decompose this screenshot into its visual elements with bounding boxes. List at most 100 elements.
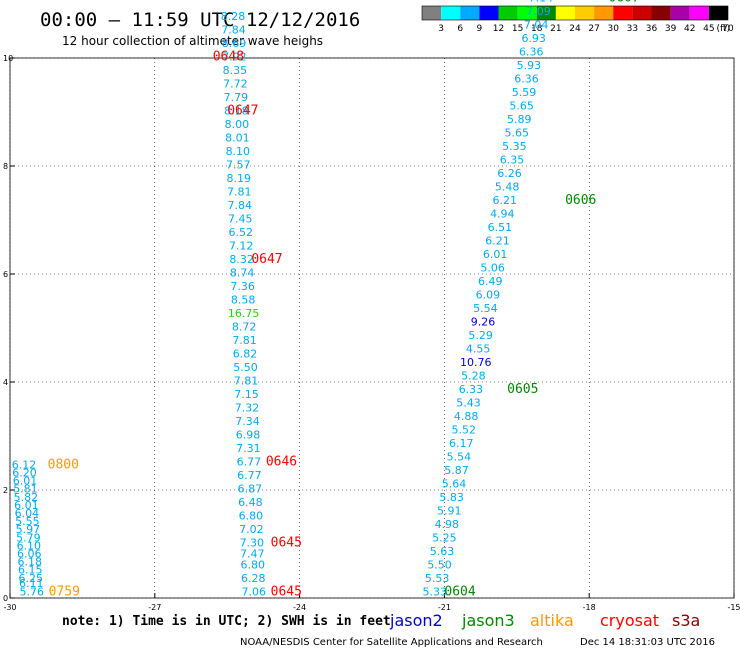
swh-value: 6.98 xyxy=(236,429,261,442)
x-tick-label: -27 xyxy=(148,603,161,612)
swh-value: 6.04 xyxy=(15,507,40,520)
swh-value: 6.48 xyxy=(238,496,263,509)
swh-value: 5.29 xyxy=(468,329,493,342)
swh-value: 8.00 xyxy=(225,118,250,131)
swh-value: 8.10 xyxy=(226,145,251,158)
plot-frame xyxy=(9,57,735,599)
swh-value: 10.76 xyxy=(460,356,492,369)
swh-value: 6.33 xyxy=(459,383,484,396)
swh-value: 7.32 xyxy=(235,402,260,415)
swh-value: 8.01 xyxy=(225,132,250,145)
color-scale-swatch xyxy=(594,6,614,20)
swh-value: 5.97 xyxy=(16,523,41,536)
pass-time-label: 0647 xyxy=(251,252,282,267)
swh-value: 5.89 xyxy=(507,113,532,126)
swh-value: 5.63 xyxy=(430,545,455,558)
swh-value: 6.20 xyxy=(12,467,37,480)
pass-time-label: 0605 xyxy=(507,382,538,397)
swh-value: 6.01 xyxy=(14,499,39,512)
swh-value: 7.81 xyxy=(234,375,259,388)
swh-value: 7.79 xyxy=(224,91,249,104)
pass-time-label: 0607 xyxy=(609,0,640,5)
swh-value: 7.15 xyxy=(234,388,259,401)
swh-value: 6.01 xyxy=(13,475,38,488)
swh-value: 7.81 xyxy=(232,334,257,347)
swh-value: 6.52 xyxy=(228,226,253,239)
color-scale-swatch xyxy=(555,6,575,20)
swh-value: 7.84 xyxy=(221,24,246,37)
swh-value: 6.18 xyxy=(18,556,43,569)
swh-value: 5.79 xyxy=(16,531,41,544)
footer-note: note: 1) Time is in UTC; 2) SWH is in fe… xyxy=(62,614,391,629)
color-scale-swatch xyxy=(651,6,671,20)
color-scale-tick-label: 18 xyxy=(531,24,543,34)
swh-value: 5.54 xyxy=(473,302,498,315)
footer-timestamp: Dec 14 18:31:03 UTC 2016 xyxy=(580,637,715,648)
swh-value: 7.45 xyxy=(228,213,253,226)
swh-value: 6.11 xyxy=(19,577,44,590)
swh-value: 7.06 xyxy=(241,585,266,598)
swh-value: 5.82 xyxy=(14,491,39,504)
page-title: 00:00 – 11:59 UTC 12/12/2016 xyxy=(40,9,360,31)
swh-value: 6.51 xyxy=(488,221,513,234)
swh-value: 5.65 xyxy=(505,126,530,139)
swh-value: 8.19 xyxy=(227,172,252,185)
swh-value: 7.57 xyxy=(226,159,251,172)
plot-axes: -30 -27 -24 -21 -18 -15 0 2 4 6 8 10 xyxy=(3,54,740,612)
legend-altika: altika xyxy=(530,611,574,630)
swh-value: 8.58 xyxy=(231,294,256,307)
x-tick-label: -21 xyxy=(438,603,451,612)
color-scale-swatch xyxy=(708,6,728,20)
color-scale-tick-label: 12 xyxy=(493,24,504,34)
pass-time-label: 0645 xyxy=(271,584,302,599)
swh-value: 5.76 xyxy=(19,585,44,598)
color-scale-tick-label: 3 xyxy=(438,24,444,34)
swh-value: 4.55 xyxy=(466,342,491,355)
color-scale-swatch xyxy=(479,6,499,20)
color-scale-tick-label: 24 xyxy=(569,24,581,34)
pass-time-label: 0759 xyxy=(49,584,80,599)
swh-value: 4.94 xyxy=(490,207,515,220)
color-scale-tick-label: 30 xyxy=(608,24,620,34)
color-scale-unit: (ft) xyxy=(716,24,730,34)
swh-value: 6.77 xyxy=(237,456,262,469)
swh-value: 6.82 xyxy=(233,348,258,361)
swh-value: 9.26 xyxy=(471,315,496,328)
pass-time-label: 0604 xyxy=(444,584,475,599)
page-subtitle: 12 hour collection of altimeter wave hei… xyxy=(62,34,323,48)
swh-value: 5.59 xyxy=(512,86,537,99)
y-tick-label: 6 xyxy=(3,270,8,279)
swh-value: 8.69 xyxy=(222,37,247,50)
swh-value: 5.35 xyxy=(502,140,527,153)
swh-value: 6.87 xyxy=(238,483,263,496)
swh-value: 5.06 xyxy=(480,261,505,274)
swh-value: 4.98 xyxy=(435,518,460,531)
color-scale-tick-label: 39 xyxy=(665,24,677,34)
swh-value: 7.36 xyxy=(230,280,255,293)
swh-value: 6.26 xyxy=(497,167,522,180)
swh-value: 6.36 xyxy=(514,72,539,85)
y-tick-label: 0 xyxy=(3,594,8,603)
y-tick-label: 8 xyxy=(3,162,8,171)
pass-time-label: 0800 xyxy=(48,457,79,472)
satellite-legend: jason2 jason3 altika cryosat s3a xyxy=(389,611,700,630)
swh-value: 6.77 xyxy=(237,469,262,482)
swh-value: 7.47 xyxy=(240,548,265,561)
swh-value: 6.01 xyxy=(483,248,508,261)
swh-value: 8.35 xyxy=(223,64,248,77)
swh-value: 7.02 xyxy=(239,523,264,536)
swh-value: 8.32 xyxy=(229,253,254,266)
swh-value: 6.28 xyxy=(241,572,266,585)
swh-value: 5.33 xyxy=(422,585,447,598)
color-scale-swatch xyxy=(536,6,556,20)
swh-value: 5.55 xyxy=(15,515,40,528)
swh-value: 6.09 xyxy=(476,288,501,301)
satellite-tracks: 5.766.116.256.156.186.066.105.795.975.55… xyxy=(12,0,640,599)
swh-value: 6.25 xyxy=(19,572,44,585)
swh-value: 6.93 xyxy=(521,32,546,45)
swh-value: 6.15 xyxy=(18,564,43,577)
color-scale-tick-label: 36 xyxy=(646,24,658,34)
color-scale-swatch xyxy=(517,6,537,20)
y-tick-label: 4 xyxy=(3,378,8,387)
